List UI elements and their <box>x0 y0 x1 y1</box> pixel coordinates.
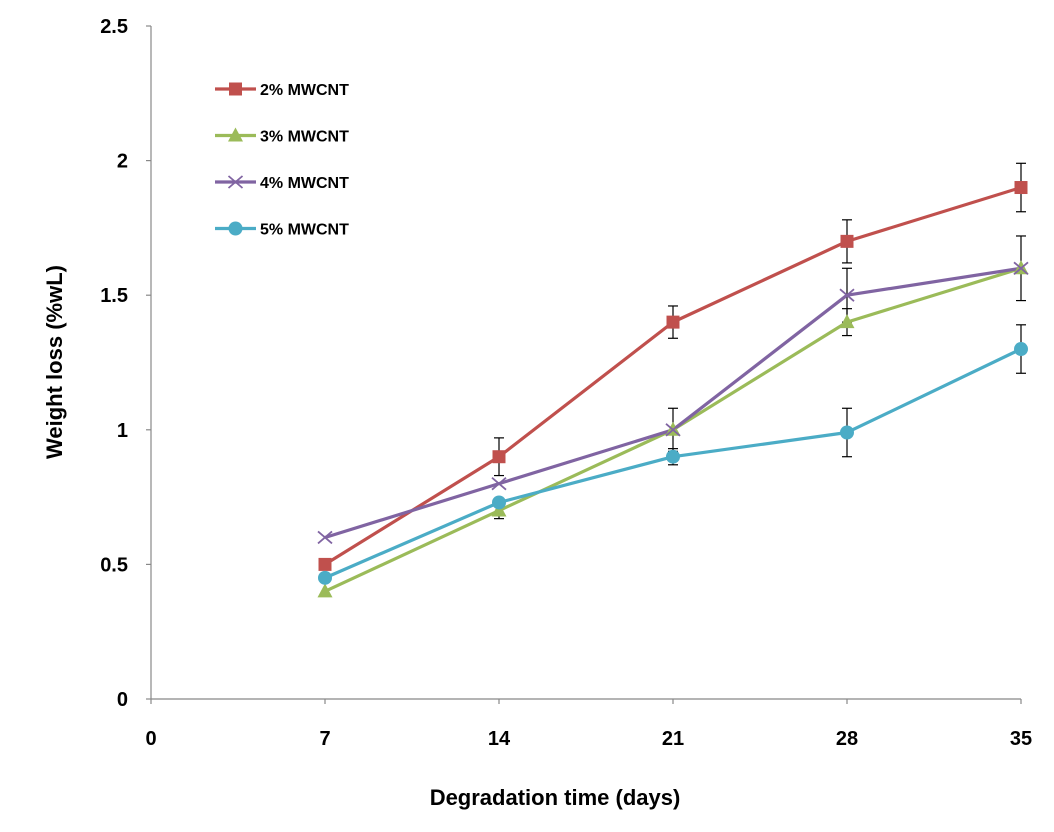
data-point-2-mwcnt <box>318 557 332 571</box>
series-markers <box>317 181 1029 598</box>
data-point-4-mwcnt <box>491 476 507 491</box>
data-point-2-mwcnt <box>492 450 506 464</box>
series-lines <box>324 185 1022 593</box>
legend-label: 2% MWCNT <box>260 82 349 99</box>
data-point-2-mwcnt <box>1014 181 1028 195</box>
x-marker-stroke <box>491 476 507 491</box>
legend-entry-2-mwcnt: 2% MWCNT <box>215 82 349 99</box>
legend-entry-5-mwcnt: 5% MWCNT <box>215 221 349 239</box>
data-point-5-mwcnt <box>666 449 680 464</box>
x-axis-title: Degradation time (days) <box>430 785 681 810</box>
data-point-2-mwcnt <box>840 234 854 248</box>
y-tick-label: 0 <box>117 689 128 711</box>
x-marker-stroke <box>1013 261 1029 275</box>
x-tick-label: 0 <box>145 728 156 750</box>
x-marker-stroke <box>665 423 681 437</box>
y-tick-label: 2 <box>117 151 128 173</box>
legend-label: 4% MWCNT <box>260 175 349 192</box>
legend: 2% MWCNT 3% MWCNT 4% MWCNT 5% MWCNT <box>215 82 349 239</box>
x-tick-label: 21 <box>662 728 684 750</box>
legend-marker <box>227 175 244 189</box>
data-point-4-mwcnt <box>839 288 855 302</box>
x-marker-stroke <box>227 175 244 189</box>
data-point-5-mwcnt <box>840 425 854 440</box>
legend-entry-3-mwcnt: 3% MWCNT <box>215 127 349 146</box>
x-marker-stroke <box>839 288 855 302</box>
data-point-4-mwcnt <box>317 530 333 545</box>
x-tick-label: 35 <box>1010 728 1032 750</box>
data-point-5-mwcnt <box>1014 342 1028 357</box>
data-point-5-mwcnt <box>318 570 332 585</box>
y-tick-label: 0.5 <box>100 554 128 576</box>
data-point-3-mwcnt <box>317 583 333 598</box>
legend-marker <box>228 127 243 142</box>
data-point-4-mwcnt <box>665 423 681 437</box>
x-tick-label: 28 <box>836 728 858 750</box>
legend-entry-4-mwcnt: 4% MWCNT <box>215 175 349 192</box>
legend-marker <box>228 221 243 236</box>
y-axis-title: Weight loss (%wL) <box>42 265 67 459</box>
data-point-3-mwcnt <box>491 502 507 517</box>
legend-label: 3% MWCNT <box>260 129 349 146</box>
x-marker-stroke <box>317 530 333 545</box>
y-tick-label: 1 <box>117 420 128 442</box>
x-tick-label: 7 <box>319 728 330 750</box>
axes: 0 0.5 1 1.5 2 2.5 0 7 14 21 28 35 <box>100 16 1032 750</box>
data-point-4-mwcnt <box>1013 261 1029 275</box>
legend-label: 5% MWCNT <box>260 222 349 239</box>
data-point-2-mwcnt <box>666 315 680 329</box>
legend-marker <box>229 82 242 96</box>
data-point-5-mwcnt <box>492 495 506 510</box>
x-tick-label: 14 <box>488 728 511 750</box>
y-tick-label: 2.5 <box>100 16 128 38</box>
data-point-3-mwcnt <box>839 314 855 329</box>
y-tick-label: 1.5 <box>100 285 128 307</box>
series-line-2-mwcnt <box>324 185 1022 566</box>
error-bars <box>494 162 1026 520</box>
